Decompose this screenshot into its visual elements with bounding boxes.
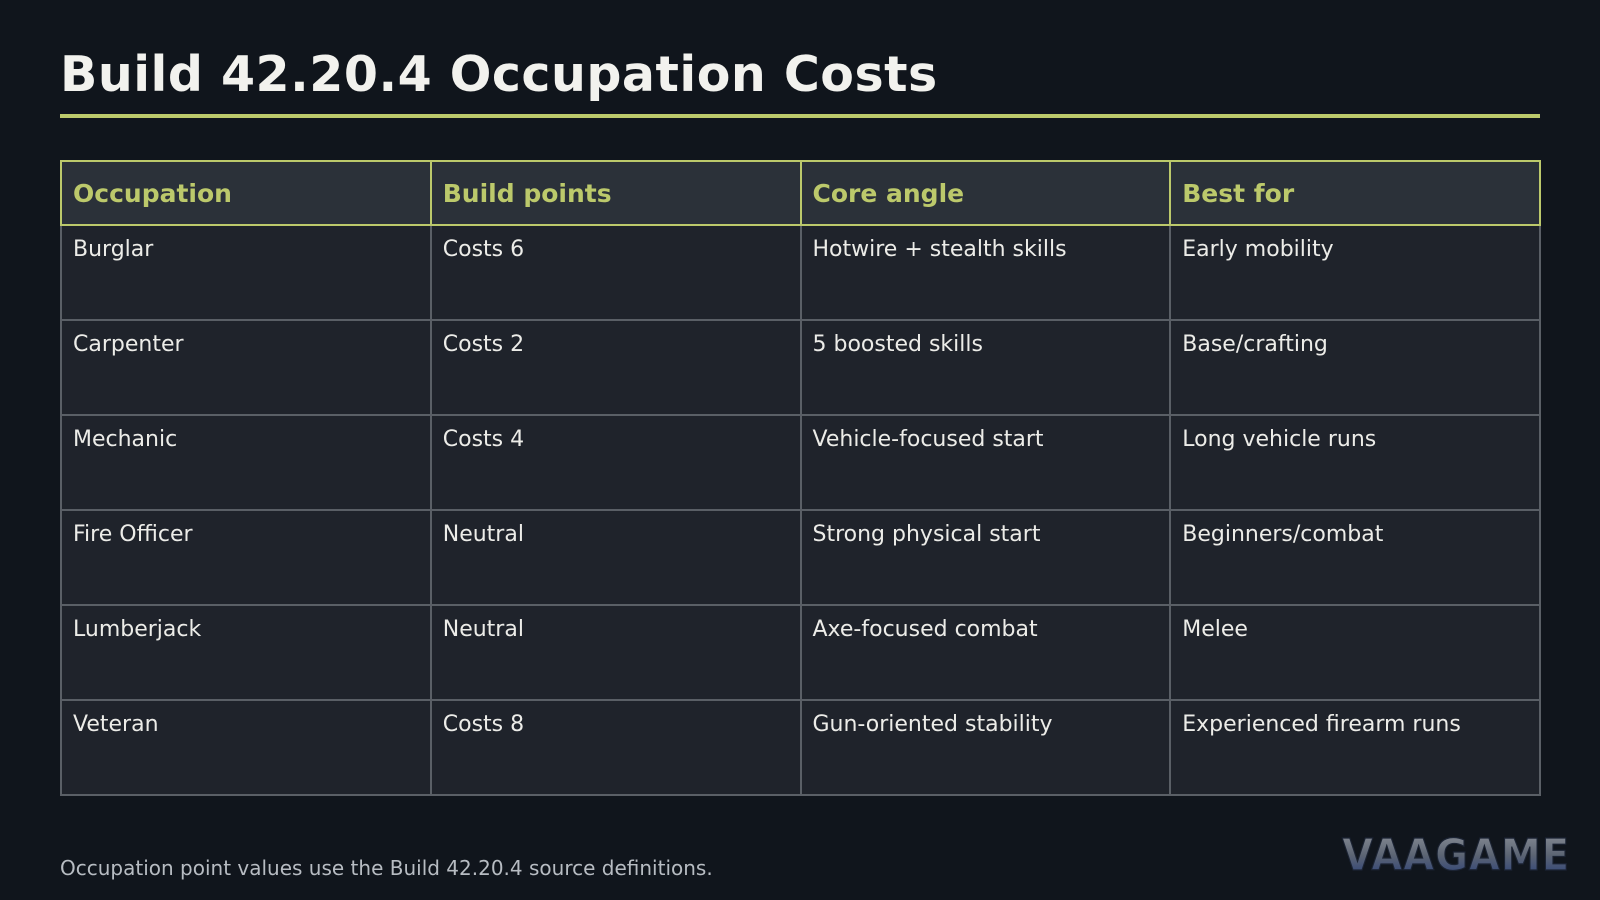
logo-wordmark: VAAGAME: [1342, 830, 1570, 880]
cell-build-points: Costs 2: [429, 319, 802, 416]
cell-best-for: Melee: [1169, 604, 1541, 701]
table-row: Carpenter Costs 2 5 boosted skills Base/…: [60, 319, 1541, 416]
cell-occupation: Carpenter: [60, 319, 432, 416]
cell-best-for: Long vehicle runs: [1169, 414, 1541, 511]
cell-core-angle: 5 boosted skills: [799, 319, 1172, 416]
column-header-best-for: Best for: [1169, 160, 1541, 226]
cell-build-points: Costs 4: [429, 414, 802, 511]
column-header-core-angle: Core angle: [799, 160, 1172, 226]
cell-build-points: Neutral: [429, 604, 802, 701]
cell-core-angle: Hotwire + stealth skills: [799, 224, 1172, 321]
cell-build-points: Costs 6: [429, 224, 802, 321]
cell-core-angle: Gun-oriented stability: [799, 699, 1172, 796]
cell-best-for: Early mobility: [1169, 224, 1541, 321]
cell-occupation: Lumberjack: [60, 604, 432, 701]
cell-best-for: Base/crafting: [1169, 319, 1541, 416]
page-title: Build 42.20.4 Occupation Costs: [60, 46, 938, 103]
cell-occupation: Burglar: [60, 224, 432, 321]
footnote: Occupation point values use the Build 42…: [60, 856, 713, 880]
cell-core-angle: Axe-focused combat: [799, 604, 1172, 701]
cell-occupation: Veteran: [60, 699, 432, 796]
cell-occupation: Fire Officer: [60, 509, 432, 606]
cell-core-angle: Strong physical start: [799, 509, 1172, 606]
table-row: Burglar Costs 6 Hotwire + stealth skills…: [60, 224, 1541, 321]
cell-build-points: Costs 8: [429, 699, 802, 796]
occupation-costs-table: Occupation Build points Core angle Best …: [60, 160, 1541, 796]
table-row: Mechanic Costs 4 Vehicle-focused start L…: [60, 414, 1541, 511]
table-header-row: Occupation Build points Core angle Best …: [60, 160, 1541, 226]
table-row: Veteran Costs 8 Gun-oriented stability E…: [60, 699, 1541, 796]
table-row: Fire Officer Neutral Strong physical sta…: [60, 509, 1541, 606]
cell-core-angle: Vehicle-focused start: [799, 414, 1172, 511]
vaagame-logo: VAAGAME: [1341, 829, 1570, 880]
cell-occupation: Mechanic: [60, 414, 432, 511]
cell-best-for: Experienced firearm runs: [1169, 699, 1541, 796]
column-header-build-points: Build points: [429, 160, 802, 226]
column-header-occupation: Occupation: [60, 160, 432, 226]
title-underline: [60, 114, 1540, 118]
cell-best-for: Beginners/combat: [1169, 509, 1541, 606]
table-row: Lumberjack Neutral Axe-focused combat Me…: [60, 604, 1541, 701]
cell-build-points: Neutral: [429, 509, 802, 606]
